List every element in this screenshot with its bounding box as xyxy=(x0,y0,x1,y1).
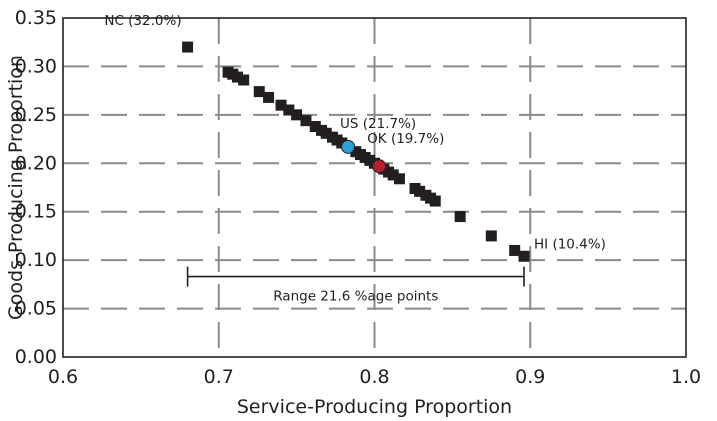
y-tick-label: 0.30 xyxy=(15,55,57,77)
highlight-data-point xyxy=(372,159,387,174)
data-point xyxy=(518,250,530,262)
data-point xyxy=(238,74,250,86)
x-axis-title: Service-Producing Proportion xyxy=(237,396,512,418)
data-point xyxy=(263,91,275,103)
data-point xyxy=(320,127,332,139)
y-tick-label: 0.00 xyxy=(15,346,57,368)
data-point xyxy=(275,99,287,111)
data-point xyxy=(300,115,312,127)
range-bracket: Range 21.6 %age points xyxy=(186,266,525,305)
data-point xyxy=(291,109,303,121)
x-tick-label: 0.8 xyxy=(359,366,389,388)
y-tick-label: 0.15 xyxy=(15,201,57,223)
data-point xyxy=(309,120,321,132)
data-point xyxy=(387,169,399,181)
data-point xyxy=(253,86,265,98)
data-point xyxy=(509,244,521,256)
y-tick-label: 0.20 xyxy=(15,152,57,174)
point-annotation: US (21.7%) xyxy=(340,116,416,132)
point-annotation: HI (10.4%) xyxy=(534,236,606,252)
x-tick-label: 0.7 xyxy=(204,366,234,388)
highlight-data-point xyxy=(341,139,356,154)
y-axis-tick-labels: 0.00 0.05 0.10 0.15 0.20 0.25 0.30 0.35 xyxy=(15,7,57,368)
y-tick-label: 0.25 xyxy=(15,104,57,126)
data-point xyxy=(336,137,348,149)
data-point xyxy=(485,230,497,242)
x-tick-label: 1.0 xyxy=(671,366,701,388)
x-tick-label: 0.6 xyxy=(48,366,78,388)
grid-lines xyxy=(63,18,686,357)
data-point xyxy=(231,71,243,83)
point-annotation: NC (32.0%) xyxy=(104,13,181,29)
data-point xyxy=(283,104,295,116)
y-tick-label: 0.05 xyxy=(15,298,57,320)
y-tick-label: 0.10 xyxy=(15,249,57,271)
data-point xyxy=(429,195,441,207)
point-annotations: NC (32.0%) US (21.7%)OK (19.7%) HI (10.4%) xyxy=(104,13,606,252)
data-point xyxy=(454,211,466,223)
data-points xyxy=(182,41,530,262)
y-tick-label: 0.35 xyxy=(15,7,57,29)
data-point xyxy=(393,173,405,185)
range-bracket-label: Range 21.6 %age points xyxy=(273,289,438,305)
plot-area-frame xyxy=(62,17,687,358)
data-point xyxy=(182,41,194,53)
data-point xyxy=(414,185,426,197)
y-axis-title: Goods-Producing Proportion xyxy=(5,55,27,320)
point-annotation: OK (19.7%) xyxy=(367,131,444,147)
x-tick-label: 0.9 xyxy=(515,366,545,388)
x-axis-tick-labels: 0.6 0.7 0.8 0.9 1.0 xyxy=(48,366,701,388)
